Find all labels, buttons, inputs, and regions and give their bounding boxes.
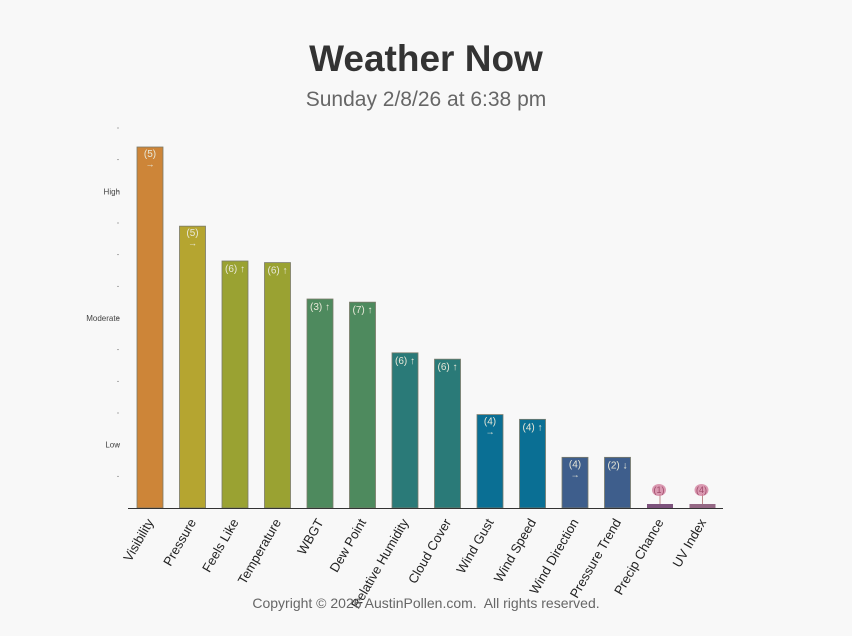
- bar-trend-arrow: →: [146, 159, 155, 169]
- bar-data-label: (5): [186, 228, 198, 239]
- y-tick-label: Low: [105, 441, 120, 450]
- bar-data-label: (6) ↑: [438, 362, 458, 373]
- x-tick-label: Pressure: [160, 516, 199, 569]
- y-tick-label: High: [104, 187, 120, 196]
- bar-data-label: (4) ↑: [523, 422, 543, 433]
- copyright-footer: Copyright © 2026 AustinPollen.com. All r…: [252, 595, 600, 611]
- bar-data-label: (2) ↓: [608, 460, 628, 471]
- bar-trend-arrow: →: [486, 427, 495, 437]
- x-tick-label: Wind Gust: [453, 516, 497, 576]
- bar-marker: [694, 484, 709, 496]
- bar: [391, 352, 419, 509]
- bar-data-label: (6) ↑: [225, 264, 245, 275]
- bar-trend-arrow: →: [571, 469, 580, 479]
- x-tick-label: UV Index: [669, 516, 709, 570]
- y-axis: Low Moderate High: [86, 127, 121, 477]
- bar: [604, 456, 631, 509]
- bar: [221, 260, 249, 509]
- bar: [264, 262, 291, 509]
- bar-data-label: (6) ↑: [395, 356, 415, 367]
- bar-data-label: (7) ↑: [353, 305, 373, 316]
- page-title: Weather Now: [309, 38, 543, 79]
- y-tick-label: Moderate: [86, 314, 120, 323]
- bar-data-label: (6) ↑: [268, 266, 288, 277]
- bar: [434, 358, 461, 509]
- bar: [689, 504, 716, 508]
- x-tick-label: Dew Point: [326, 516, 369, 575]
- page-subtitle: Sunday 2/8/26 at 6:38 pm: [305, 88, 547, 111]
- x-tick-label: Wind Speed: [491, 516, 539, 585]
- x-tick-label: WBGT: [294, 516, 327, 557]
- bar-data-label: (3) ↑: [310, 302, 330, 313]
- bar: [349, 301, 376, 509]
- x-tick-label: Temperature: [235, 516, 284, 587]
- bar-data-label: (5): [144, 149, 156, 160]
- bar: [647, 504, 673, 508]
- bar: [306, 298, 334, 509]
- bar-trend-arrow: →: [188, 238, 197, 248]
- x-tick-label: Visibility: [120, 516, 157, 564]
- bar-data-label: (4): [696, 485, 707, 495]
- bar-data-label: (4): [569, 459, 581, 470]
- bars: (5)→(5)→(6) ↑ (6) ↑(3) ↑ (7) ↑(6) ↑(6) ↑(4…: [136, 146, 716, 509]
- x-tick-label: Cloud Cover: [405, 515, 454, 586]
- bar-data-label: (4): [484, 417, 496, 428]
- bar: [136, 146, 164, 509]
- bar-marker: [652, 484, 666, 496]
- x-tick-label: Feels Like: [199, 516, 242, 575]
- bar: [179, 225, 206, 509]
- bar-data-label: (1): [654, 485, 665, 495]
